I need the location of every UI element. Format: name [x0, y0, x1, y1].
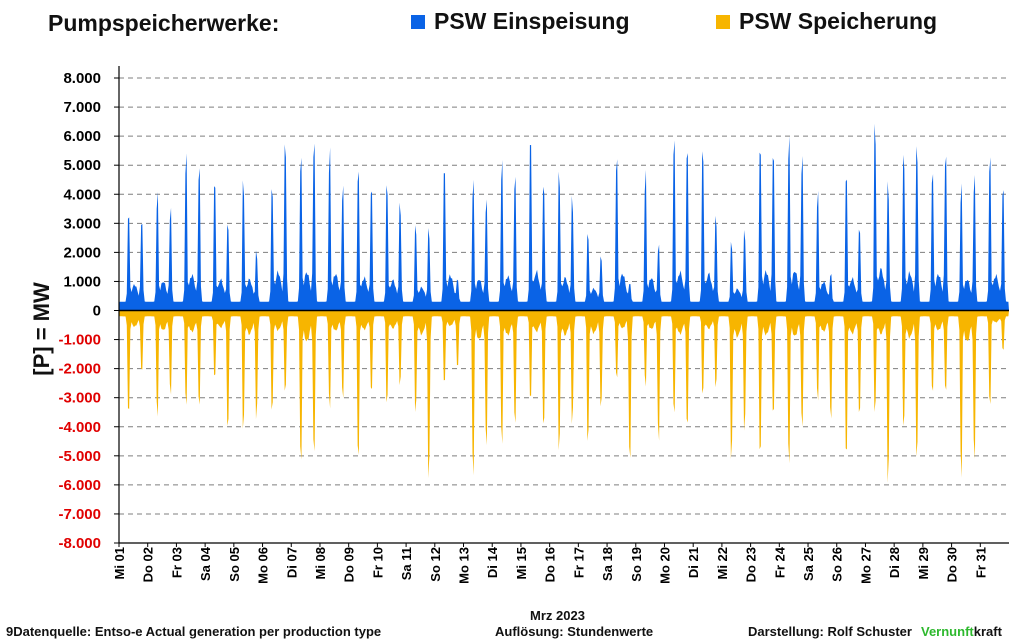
chart-title: Pumpspeicherwerke:	[48, 10, 280, 36]
x-tick-label: Di 14	[485, 546, 500, 578]
y-tick-label: 7.000	[63, 99, 101, 116]
x-tick-label: Do 23	[744, 547, 759, 582]
x-tick-label: Mo 27	[859, 547, 874, 584]
x-tick-label: Do 09	[342, 547, 357, 582]
y-tick-label: 6.000	[63, 128, 101, 145]
y-tick-label: -4.000	[58, 419, 101, 436]
y-tick-label: -7.000	[58, 506, 101, 523]
y-tick-label: 3.000	[63, 215, 101, 232]
x-tick-label: Do 02	[141, 547, 156, 582]
series-einspeisung-area	[119, 123, 1009, 311]
y-tick-label: -8.000	[58, 535, 101, 552]
legend-swatch-yellow	[716, 14, 730, 29]
footer-resolution: Auflösung: Stundenwerte	[495, 624, 654, 639]
x-tick-label: Di 21	[686, 547, 701, 578]
footer-source: 9Datenquelle: Entso-e Actual generation …	[6, 624, 382, 639]
x-tick-label: Fr 24	[772, 546, 787, 578]
y-tick-label: -1.000	[58, 332, 101, 349]
x-tick-label: Mo 13	[457, 547, 472, 584]
x-tick-label: Fr 03	[169, 547, 184, 578]
y-tick-label: 4.000	[63, 186, 101, 203]
legend-swatch-blue	[411, 14, 425, 29]
x-tick-label: Fr 10	[370, 547, 385, 578]
x-tick-label: Mi 29	[916, 547, 931, 580]
y-tick-label: 2.000	[63, 244, 101, 261]
x-tick-label: Do 30	[945, 547, 960, 582]
x-tick-label: Mi 15	[514, 547, 529, 580]
x-tick-label: Mi 01	[112, 547, 127, 580]
x-tick-label: So 19	[629, 547, 644, 582]
y-tick-label: 8.000	[63, 70, 101, 87]
series-speicherung-area	[119, 310, 1009, 483]
x-tick-label: So 26	[830, 547, 845, 582]
y-tick-label: -2.000	[58, 361, 101, 378]
x-axis-month-label: Mrz 2023	[530, 608, 585, 623]
x-tick-label: Fr 17	[571, 547, 586, 578]
y-tick-label: -6.000	[58, 477, 101, 494]
x-tick-label: Mi 08	[313, 547, 328, 580]
x-tick-label: Mo 20	[658, 547, 673, 584]
y-tick-label: 5.000	[63, 157, 101, 174]
x-tick-label: Fr 31	[973, 547, 988, 578]
x-tick-label: Di 28	[887, 547, 902, 578]
x-tick-label: Di 07	[284, 547, 299, 578]
x-tick-label: Mo 06	[256, 547, 271, 584]
y-tick-label: -5.000	[58, 448, 101, 465]
legend-item-einspeisung: PSW Einspeisung	[411, 8, 630, 35]
y-tick-label: -3.000	[58, 390, 101, 407]
x-tick-label: Sa 11	[399, 547, 414, 580]
y-tick-label: 0	[93, 303, 101, 320]
x-tick-label: So 12	[428, 547, 443, 582]
brand-green-part: Vernunft	[921, 624, 974, 639]
legend-item-speicherung: PSW Speicherung	[716, 8, 937, 35]
footer-author: Darstellung: Rolf Schuster	[748, 624, 912, 639]
x-tick-label: Do 16	[543, 547, 558, 582]
x-tick-label: Sa 25	[801, 547, 816, 581]
brand-black-part: kraft	[973, 624, 1002, 639]
legend-label-einspeisung: PSW Einspeisung	[434, 8, 630, 34]
legend-label-speicherung: PSW Speicherung	[739, 8, 938, 34]
footer-brand: Vernunftkraft	[921, 624, 1002, 639]
x-tick-label: Sa 18	[600, 547, 615, 581]
y-tick-label: 1.000	[63, 273, 101, 290]
x-tick-label: Mi 22	[715, 547, 730, 580]
x-tick-label: So 05	[227, 547, 242, 582]
x-tick-label: Sa 04	[198, 546, 213, 581]
